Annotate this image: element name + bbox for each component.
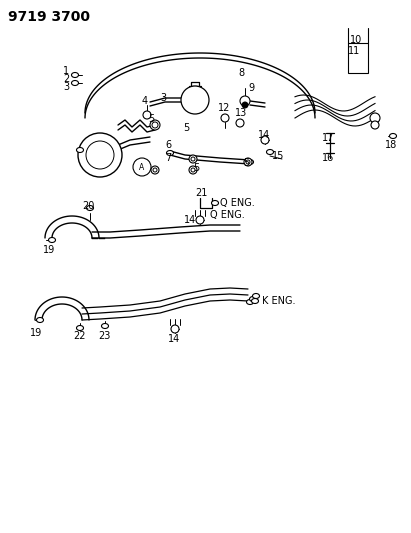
Circle shape	[244, 158, 252, 166]
Circle shape	[196, 216, 204, 224]
Circle shape	[143, 111, 151, 119]
Ellipse shape	[252, 294, 259, 298]
Text: 7: 7	[165, 153, 171, 163]
Ellipse shape	[166, 150, 173, 156]
Circle shape	[78, 133, 122, 177]
Text: 5: 5	[148, 114, 154, 124]
Text: A: A	[139, 163, 145, 172]
Text: 14: 14	[258, 130, 270, 140]
Text: 10: 10	[350, 35, 362, 45]
Circle shape	[246, 160, 250, 164]
Ellipse shape	[252, 298, 259, 303]
Ellipse shape	[37, 318, 44, 322]
Text: 2: 2	[63, 74, 69, 84]
Ellipse shape	[48, 238, 55, 243]
Text: 13: 13	[235, 108, 247, 118]
Circle shape	[221, 114, 229, 122]
Text: 5: 5	[243, 158, 249, 168]
Text: 1: 1	[63, 66, 69, 76]
Text: 3: 3	[63, 82, 69, 92]
Circle shape	[240, 96, 250, 106]
Ellipse shape	[76, 326, 83, 330]
Text: 5: 5	[183, 123, 189, 133]
Circle shape	[371, 121, 379, 129]
Ellipse shape	[86, 206, 93, 211]
Text: 11: 11	[348, 46, 360, 56]
Text: 3: 3	[160, 93, 166, 103]
Text: 18: 18	[385, 140, 397, 150]
Circle shape	[236, 119, 244, 127]
Circle shape	[191, 157, 195, 161]
Circle shape	[370, 113, 380, 123]
Circle shape	[242, 102, 248, 108]
Ellipse shape	[212, 200, 219, 206]
Text: 6: 6	[165, 140, 171, 150]
Text: 17: 17	[322, 133, 335, 143]
Ellipse shape	[72, 80, 79, 85]
Circle shape	[191, 168, 195, 172]
Circle shape	[171, 325, 179, 333]
Text: K ENG.: K ENG.	[262, 296, 296, 306]
Circle shape	[133, 158, 151, 176]
Text: Q ENG.: Q ENG.	[220, 198, 255, 208]
Ellipse shape	[76, 148, 83, 152]
Text: 8: 8	[238, 68, 244, 78]
Text: 4: 4	[142, 96, 148, 106]
Circle shape	[86, 141, 114, 169]
Text: 12: 12	[218, 103, 231, 113]
Text: 14: 14	[184, 215, 196, 225]
Ellipse shape	[247, 159, 254, 165]
Text: 9719 3700: 9719 3700	[8, 10, 90, 24]
Circle shape	[153, 168, 157, 172]
Circle shape	[152, 122, 158, 128]
Text: 5: 5	[193, 163, 199, 173]
Text: 14: 14	[168, 334, 180, 344]
Text: 9: 9	[248, 83, 254, 93]
Circle shape	[189, 155, 197, 163]
Text: 23: 23	[98, 331, 111, 341]
Text: 16: 16	[322, 153, 334, 163]
Text: 22: 22	[73, 331, 85, 341]
Circle shape	[181, 86, 209, 114]
Circle shape	[261, 136, 269, 144]
Ellipse shape	[390, 133, 397, 139]
Bar	[348, 43, 368, 73]
Text: Q ENG.: Q ENG.	[210, 210, 245, 220]
Ellipse shape	[247, 300, 254, 304]
Ellipse shape	[249, 296, 256, 302]
Circle shape	[151, 166, 159, 174]
Circle shape	[150, 120, 160, 130]
Text: 21: 21	[195, 188, 208, 198]
Text: 20: 20	[82, 201, 95, 211]
Ellipse shape	[102, 324, 109, 328]
Ellipse shape	[72, 72, 79, 77]
Circle shape	[189, 166, 197, 174]
Text: 15: 15	[272, 151, 284, 161]
Text: 19: 19	[43, 245, 55, 255]
Ellipse shape	[266, 149, 273, 155]
Text: 19: 19	[30, 328, 42, 338]
